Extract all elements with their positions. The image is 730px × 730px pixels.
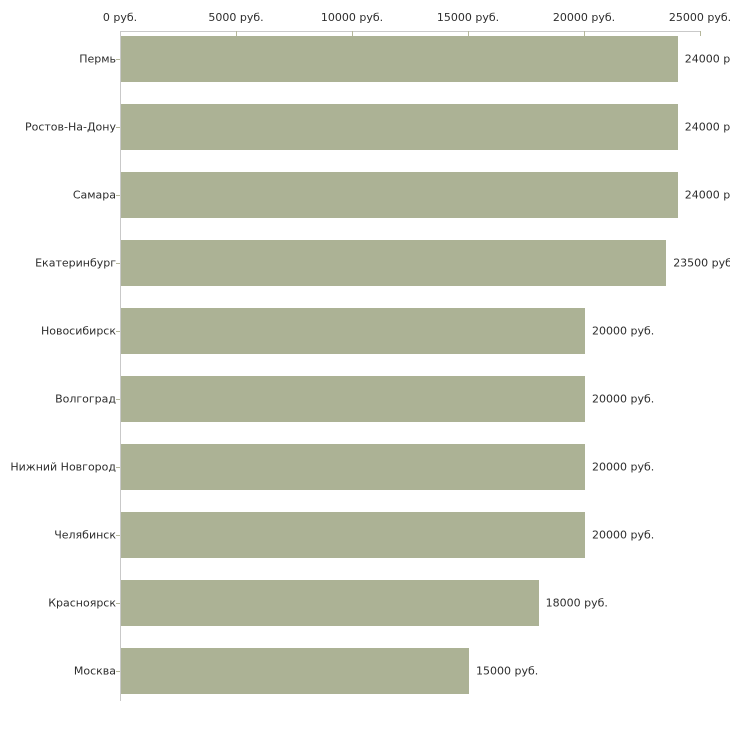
x-axis-tick-mark <box>700 31 701 36</box>
x-axis-tick-mark <box>236 31 237 36</box>
category-label: Самара <box>72 188 116 202</box>
category-label: Екатеринбург <box>35 256 116 270</box>
x-axis-tick-mark <box>584 31 585 36</box>
y-axis-tick-mark <box>116 467 120 468</box>
bar[interactable] <box>121 444 585 490</box>
x-axis-tick-label: 20000 руб. <box>552 11 616 24</box>
value-label: 23500 руб. <box>673 256 730 270</box>
value-label: 20000 руб. <box>592 324 655 338</box>
category-label: Красноярск <box>48 596 116 610</box>
y-axis-tick-mark <box>116 195 120 196</box>
bar[interactable] <box>121 104 678 150</box>
y-axis-tick-mark <box>116 127 120 128</box>
y-axis-tick-mark <box>116 535 120 536</box>
bar[interactable] <box>121 308 585 354</box>
value-label: 20000 руб. <box>592 460 655 474</box>
y-axis-line <box>120 31 121 701</box>
category-label: Челябинск <box>54 528 116 542</box>
category-label: Новосибирск <box>40 324 116 338</box>
y-axis-tick-mark <box>116 671 120 672</box>
y-axis-tick-mark <box>116 59 120 60</box>
x-axis-tick-label: 25000 руб. <box>668 11 730 24</box>
value-label: 24000 руб. <box>684 52 730 66</box>
x-axis-line <box>120 31 701 32</box>
x-axis-tick-mark <box>352 31 353 36</box>
category-label: Нижний Новгород <box>10 460 116 474</box>
y-axis-tick-mark <box>116 603 120 604</box>
value-label: 24000 руб. <box>684 188 730 202</box>
y-axis-tick-mark <box>116 399 120 400</box>
bar[interactable] <box>121 36 678 82</box>
bar[interactable] <box>121 376 585 422</box>
category-label: Москва <box>73 664 116 678</box>
category-label: Ростов-На-Дону <box>24 120 116 134</box>
bar[interactable] <box>121 172 678 218</box>
x-axis-tick-label: 0 руб. <box>102 11 138 24</box>
bar[interactable] <box>121 240 667 286</box>
y-axis-tick-mark <box>116 331 120 332</box>
value-label: 20000 руб. <box>592 392 655 406</box>
category-label: Пермь <box>79 52 116 66</box>
y-axis-tick-mark <box>116 263 120 264</box>
x-axis-tick-label: 10000 руб. <box>320 11 384 24</box>
x-axis-tick-label: 15000 руб. <box>436 11 500 24</box>
value-label: 20000 руб. <box>592 528 655 542</box>
value-label: 15000 руб. <box>476 664 539 678</box>
x-axis-tick-label: 5000 руб. <box>208 11 264 24</box>
bar[interactable] <box>121 580 539 626</box>
value-label: 18000 руб. <box>545 596 608 610</box>
value-label: 24000 руб. <box>684 120 730 134</box>
x-axis-tick-mark <box>468 31 469 36</box>
category-label: Волгоград <box>55 392 116 406</box>
bar[interactable] <box>121 512 585 558</box>
bar[interactable] <box>121 648 469 694</box>
